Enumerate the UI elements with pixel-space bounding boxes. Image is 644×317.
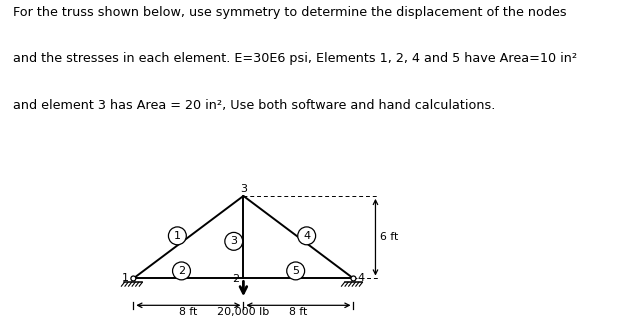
Circle shape bbox=[298, 227, 316, 245]
Text: 2: 2 bbox=[178, 266, 185, 276]
Text: 8 ft: 8 ft bbox=[179, 307, 198, 317]
Text: For the truss shown below, use symmetry to determine the displacement of the nod: For the truss shown below, use symmetry … bbox=[13, 6, 567, 19]
Circle shape bbox=[169, 227, 186, 245]
Text: and the stresses in each element. E=30E6 psi, Elements 1, 2, 4 and 5 have Area=1: and the stresses in each element. E=30E6… bbox=[13, 53, 577, 66]
Text: 1: 1 bbox=[122, 273, 129, 283]
Text: 3: 3 bbox=[231, 236, 237, 246]
Text: 2: 2 bbox=[232, 274, 240, 284]
Text: 20,000 lb: 20,000 lb bbox=[217, 307, 270, 317]
Circle shape bbox=[225, 232, 243, 250]
Circle shape bbox=[131, 276, 136, 281]
Text: 8 ft: 8 ft bbox=[289, 307, 308, 317]
Text: 3: 3 bbox=[240, 184, 247, 194]
Circle shape bbox=[173, 262, 191, 280]
Text: 6 ft: 6 ft bbox=[381, 232, 399, 242]
Text: 4: 4 bbox=[303, 231, 310, 241]
Circle shape bbox=[351, 276, 356, 281]
Text: 4: 4 bbox=[357, 274, 365, 283]
Text: 5: 5 bbox=[292, 266, 299, 276]
Circle shape bbox=[287, 262, 305, 280]
Text: and element 3 has Area = 20 in², Use both software and hand calculations.: and element 3 has Area = 20 in², Use bot… bbox=[13, 99, 495, 112]
Text: 1: 1 bbox=[174, 231, 181, 241]
